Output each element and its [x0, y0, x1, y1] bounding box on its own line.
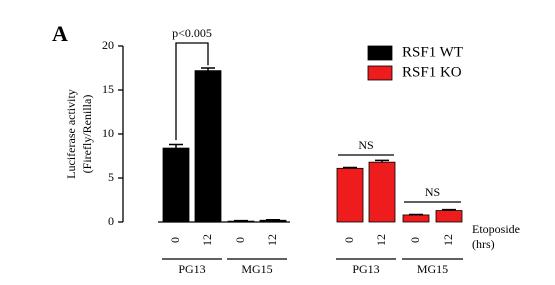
group-label: PG13 [178, 262, 205, 276]
legend-label: RSF1 WT [402, 44, 463, 60]
annotation-line [175, 42, 209, 141]
y-axis-label: (Firefly/Renilla) [80, 95, 94, 174]
y-tick-label: 20 [102, 38, 114, 52]
error-bar [201, 67, 215, 71]
annotation: p<0.005 [172, 26, 212, 40]
x-axis-label: (hrs) [472, 237, 495, 251]
group-label: MG15 [417, 262, 448, 276]
x-tick-label: 0 [408, 237, 422, 243]
error-bar [375, 159, 389, 163]
annotation: NS [425, 185, 440, 199]
y-tick-label: 15 [102, 82, 114, 96]
annotation: NS [358, 138, 373, 152]
x-tick-label: 0 [233, 237, 247, 243]
y-tick-label: 0 [108, 214, 114, 228]
legend-swatch [367, 45, 393, 61]
bar [194, 70, 222, 223]
legend-swatch [367, 65, 393, 81]
error-bar [169, 143, 183, 149]
group-label: MG15 [241, 262, 272, 276]
x-tick-label: 12 [265, 234, 279, 246]
x-tick-label: 12 [374, 234, 388, 246]
error-bar [442, 208, 456, 211]
y-tick-label: 10 [102, 126, 114, 140]
x-tick-label: 12 [200, 234, 214, 246]
x-tick-label: 0 [342, 237, 356, 243]
legend-label: RSF1 KO [402, 64, 462, 80]
bar [402, 214, 430, 223]
x-tick-label: 0 [168, 237, 182, 243]
bar [336, 167, 364, 223]
x-axis-label: Etoposide [472, 222, 520, 236]
group-label: PG13 [352, 262, 379, 276]
x-tick-label: 12 [441, 234, 455, 246]
error-bar [343, 166, 357, 169]
panel-label: A [52, 21, 68, 46]
y-tick-label: 5 [108, 170, 114, 184]
bar [162, 147, 190, 223]
y-axis-label: Luciferase activity [64, 89, 78, 179]
bar [368, 161, 396, 223]
bar [435, 210, 463, 223]
